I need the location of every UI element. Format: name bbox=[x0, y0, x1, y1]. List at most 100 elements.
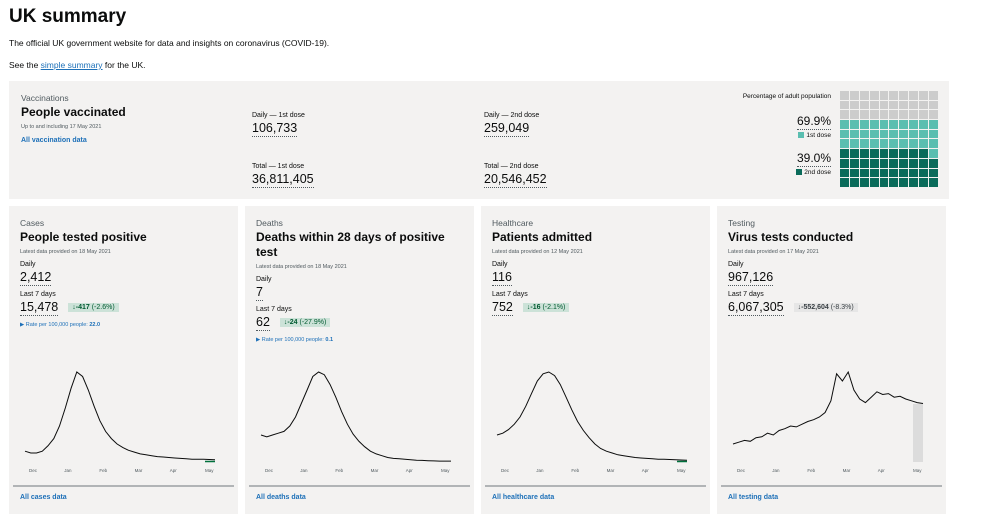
waffle-cell bbox=[899, 158, 909, 168]
card-all-data-link[interactable]: All deaths data bbox=[256, 494, 306, 501]
second-dose-pct[interactable]: 39.0% bbox=[796, 151, 831, 167]
summary-card-testing: Testing Virus tests conducted Latest dat… bbox=[717, 206, 946, 514]
summary-card-cases: Cases People tested positive Latest data… bbox=[9, 206, 238, 514]
card-change-pct: (-27.9%) bbox=[299, 319, 327, 326]
daily-first-dose-value[interactable]: 106,733 bbox=[252, 121, 298, 137]
waffle-cell bbox=[859, 139, 869, 149]
waffle-cell bbox=[879, 158, 889, 168]
card-caption: Testing bbox=[728, 218, 755, 228]
card-divider bbox=[721, 485, 942, 487]
card-daily-value[interactable]: 116 bbox=[492, 270, 512, 286]
waffle-cell bbox=[889, 168, 899, 178]
waffle-cell bbox=[899, 168, 909, 178]
card-daily-label: Daily bbox=[256, 276, 272, 283]
waffle-cell bbox=[879, 139, 889, 149]
waffle-cell bbox=[929, 139, 938, 149]
total-first-dose-value[interactable]: 36,811,405 bbox=[252, 172, 314, 188]
waffle-cell bbox=[889, 139, 899, 149]
card-all-data-link[interactable]: All cases data bbox=[20, 494, 67, 501]
summary-card-deaths: Deaths Deaths within 28 days of positive… bbox=[245, 206, 474, 514]
total-second-dose-value[interactable]: 20,546,452 bbox=[484, 172, 547, 188]
card-all-data-link[interactable]: All testing data bbox=[728, 494, 779, 501]
waffle-cell bbox=[919, 120, 929, 129]
waffle-cell bbox=[869, 158, 879, 168]
waffle-cell bbox=[869, 129, 879, 139]
card-trend-chart: Dec Jan Feb Mar Apr May bbox=[732, 370, 924, 473]
waffle-cell bbox=[879, 149, 889, 158]
month-tick-label: Apr bbox=[406, 468, 414, 473]
card-change-value: ↓-16 bbox=[526, 304, 541, 311]
all-vaccination-data-link[interactable]: All vaccination data bbox=[21, 137, 87, 144]
waffle-cell bbox=[849, 100, 859, 110]
trend-line bbox=[496, 371, 688, 461]
card-title: Patients admitted bbox=[492, 230, 593, 244]
card-week-value[interactable]: 752 bbox=[492, 300, 513, 316]
waffle-cell bbox=[919, 139, 929, 149]
pct-adult-heading: Percentage of adult population bbox=[742, 93, 831, 100]
card-change-pct: (-2.6%) bbox=[91, 304, 115, 311]
waffle-cell bbox=[840, 168, 849, 178]
card-caption: Healthcare bbox=[492, 218, 534, 228]
first-dose-legend: 1st dose bbox=[806, 132, 831, 139]
daily-second-dose-value[interactable]: 259,049 bbox=[484, 121, 530, 137]
waffle-cell bbox=[899, 178, 909, 187]
rate-per-100k-toggle[interactable]: ▶ Rate per 100,000 people: 0.1 bbox=[256, 337, 466, 343]
card-caption: Deaths bbox=[256, 218, 283, 228]
waffle-cell bbox=[869, 91, 879, 100]
month-tick-label: May bbox=[441, 468, 450, 473]
month-tick-label: Apr bbox=[878, 468, 886, 473]
card-change-pct: (-2.1%) bbox=[542, 304, 566, 311]
waffle-cell bbox=[879, 120, 889, 129]
rate-label: ▶ Rate per 100,000 people: bbox=[20, 322, 88, 328]
card-note: Latest data provided on 17 May 2021 bbox=[728, 249, 819, 255]
waffle-cell bbox=[899, 100, 909, 110]
month-tick-label: Feb bbox=[571, 468, 579, 473]
month-tick-label: Mar bbox=[371, 468, 379, 473]
waffle-cell bbox=[840, 158, 849, 168]
card-week-value[interactable]: 15,478 bbox=[20, 300, 59, 316]
waffle-cell bbox=[859, 178, 869, 187]
month-tick-label: May bbox=[913, 468, 922, 473]
card-all-data-link[interactable]: All healthcare data bbox=[492, 494, 555, 501]
card-trend-chart: Dec Jan Feb Mar Apr May bbox=[496, 371, 688, 473]
rate-per-100k-toggle[interactable]: ▶ Rate per 100,000 people: 22.0 bbox=[20, 322, 230, 328]
card-daily-value[interactable]: 7 bbox=[256, 285, 263, 301]
waffle-cell bbox=[859, 158, 869, 168]
waffle-cell bbox=[869, 139, 879, 149]
rate-value: 0.1 bbox=[325, 337, 334, 343]
vaccinations-title: People vaccinated bbox=[21, 105, 126, 119]
waffle-cell bbox=[869, 100, 879, 110]
card-divider bbox=[485, 485, 706, 487]
waffle-cell bbox=[929, 178, 938, 187]
waffle-cell bbox=[879, 110, 889, 120]
card-daily-value[interactable]: 967,126 bbox=[728, 270, 774, 286]
card-daily-value[interactable]: 2,412 bbox=[20, 270, 52, 286]
card-trend-chart: Dec Jan Feb Mar Apr May bbox=[260, 371, 451, 473]
waffle-cell bbox=[899, 110, 909, 120]
waffle-cell bbox=[840, 178, 849, 187]
card-daily-label: Daily bbox=[492, 261, 508, 268]
month-tick-label: Mar bbox=[843, 468, 851, 473]
daily-second-dose-label: Daily — 2nd dose bbox=[484, 112, 540, 119]
trend-line bbox=[732, 370, 924, 445]
card-title: Deaths within 28 days of positive test bbox=[256, 230, 445, 259]
card-note: Latest data provided on 18 May 2021 bbox=[20, 249, 111, 255]
waffle-cell bbox=[899, 149, 909, 158]
card-note: Latest data provided on 18 May 2021 bbox=[256, 264, 347, 270]
month-tick-label: Dec bbox=[265, 468, 274, 473]
month-tick-label: Feb bbox=[807, 468, 815, 473]
card-week-value[interactable]: 62 bbox=[256, 315, 270, 331]
card-week-value[interactable]: 6,067,305 bbox=[728, 300, 784, 316]
vaccination-waffle-chart bbox=[840, 91, 938, 187]
simple-summary-link[interactable]: simple summary bbox=[40, 60, 103, 70]
waffle-cell bbox=[849, 120, 859, 129]
first-dose-pct[interactable]: 69.9% bbox=[796, 114, 831, 130]
card-week-label: Last 7 days bbox=[256, 306, 292, 313]
waffle-cell bbox=[919, 168, 929, 178]
waffle-cell bbox=[909, 120, 919, 129]
month-tick-label: May bbox=[205, 468, 214, 473]
card-divider bbox=[13, 485, 234, 487]
waffle-cell bbox=[859, 129, 869, 139]
page-title: UK summary bbox=[9, 6, 127, 27]
month-tick-label: Jan bbox=[536, 468, 544, 473]
